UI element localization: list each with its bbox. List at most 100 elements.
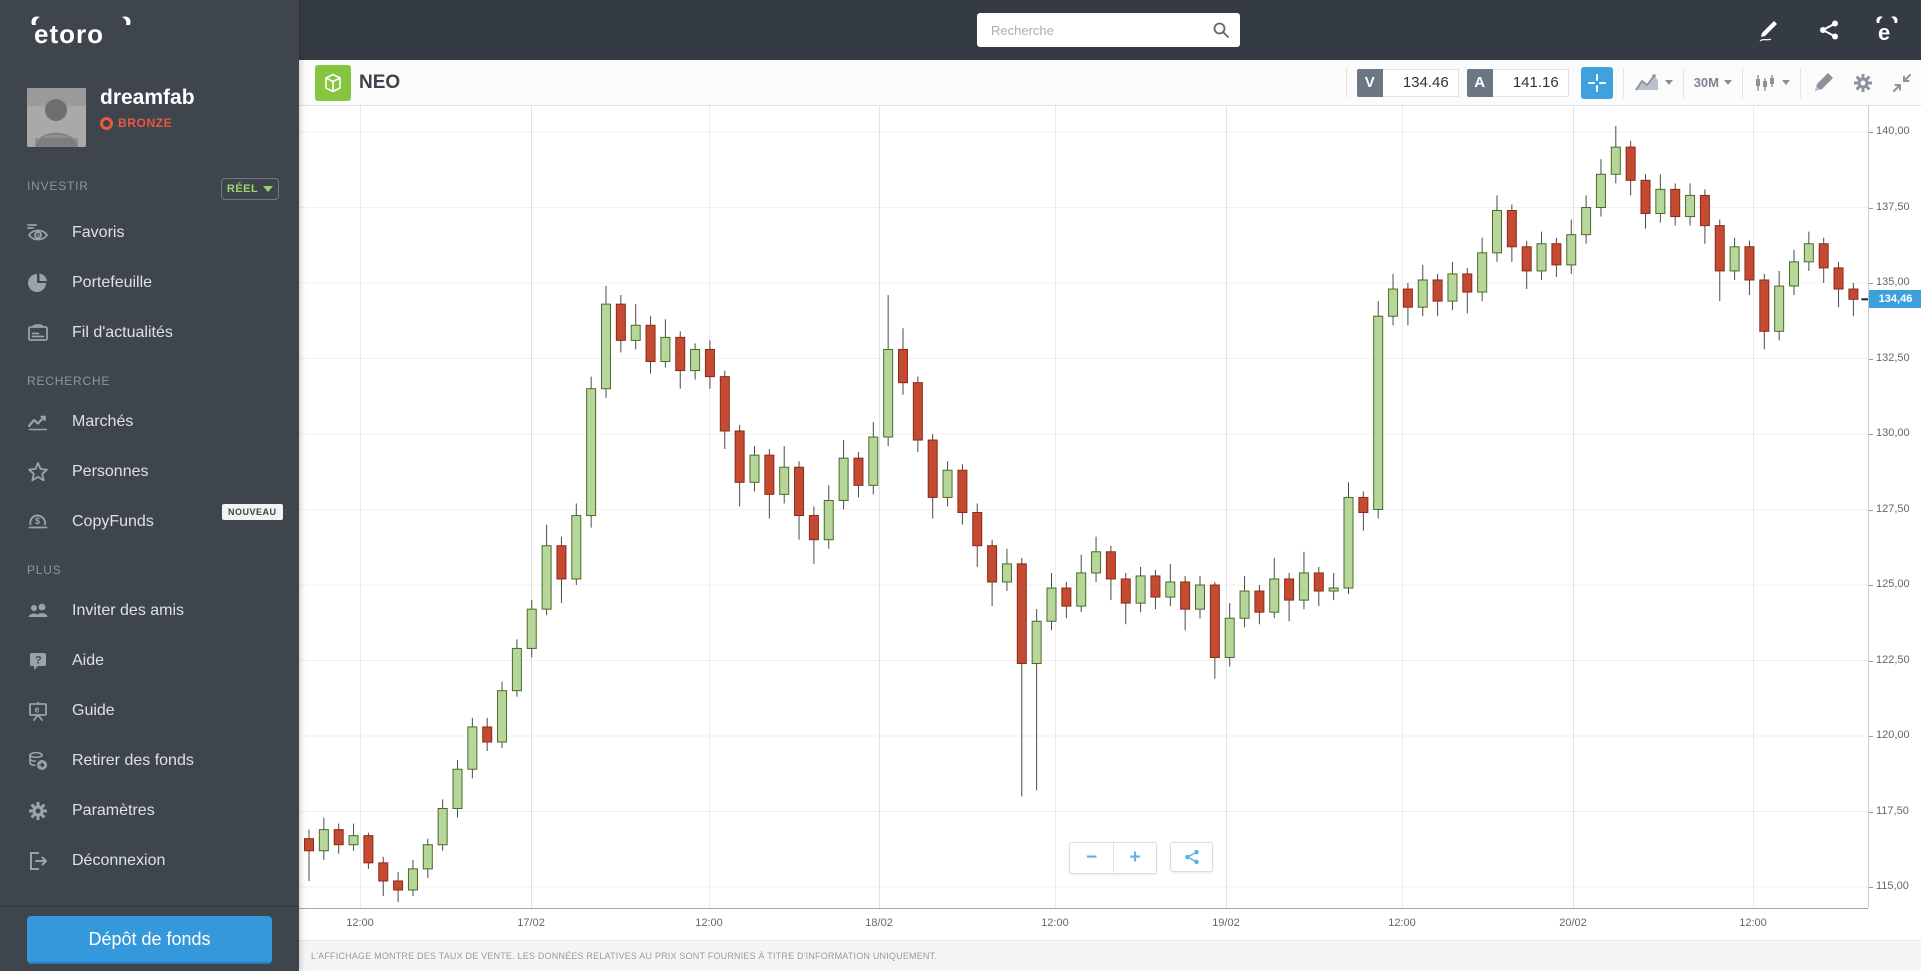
sidebar-item-marches[interactable]: Marchés <box>0 397 299 447</box>
logout-icon <box>26 849 50 873</box>
svg-text:e: e <box>1878 20 1890 45</box>
sidebar-item-label: Favoris <box>72 224 125 241</box>
section-plus: PLUS <box>27 563 62 577</box>
chart-toolbar: V 134.46 A 141.16 30M <box>1336 60 1913 105</box>
search-icon[interactable] <box>1212 21 1230 39</box>
chart-settings-gear-icon[interactable] <box>1851 71 1875 95</box>
sidebar-item-label: Inviter des amis <box>72 602 185 619</box>
section-recherche: RECHERCHE <box>27 374 111 388</box>
price-axis-label: 135,00 <box>1876 276 1910 288</box>
time-axis-label: 12:00 <box>1388 917 1416 929</box>
buy-button[interactable]: A <box>1466 68 1493 97</box>
topbar: e <box>299 0 1921 60</box>
sidebar-item-label: Paramètres <box>72 802 155 819</box>
candlestick-plot[interactable] <box>299 106 1868 908</box>
search-input[interactable] <box>991 22 1212 38</box>
sidebar-item-favoris[interactable]: Favoris <box>0 208 299 258</box>
divider <box>1800 67 1801 98</box>
avatar[interactable] <box>27 88 86 147</box>
sidebar-item-inviter[interactable]: Inviter des amis <box>0 586 299 636</box>
price-axis-label: 115,00 <box>1876 880 1909 892</box>
disclaimer-text: L'AFFICHAGE MONTRE DES TAUX DE VENTE. LE… <box>311 951 938 961</box>
svg-text:etoro: etoro <box>34 19 104 49</box>
buy-price: 141.16 <box>1492 68 1569 97</box>
price-axis-label: 127,50 <box>1876 502 1910 515</box>
price-axis-label: 122,50 <box>1876 653 1910 666</box>
svg-text:?: ? <box>35 655 42 667</box>
tier-badge: BRONZE <box>100 116 172 130</box>
time-axis-label: 12:00 <box>695 917 723 929</box>
search-box[interactable] <box>977 13 1240 47</box>
time-axis-label: 12:00 <box>1739 917 1767 929</box>
price-axis-label: 137,50 <box>1876 200 1910 213</box>
divider <box>1622 67 1624 98</box>
username[interactable]: dreamfab <box>100 86 195 109</box>
tier-label: BRONZE <box>118 116 173 130</box>
share-icon[interactable] <box>1811 12 1847 48</box>
account-mode-label: RÉEL <box>226 183 259 195</box>
star-icon <box>26 460 50 484</box>
pie-chart-icon <box>26 271 50 295</box>
price-axis-label: 140,00 <box>1876 125 1910 137</box>
sidebar-item-parametres[interactable]: Paramètres <box>0 786 299 836</box>
deposit-button[interactable]: Dépôt de fonds <box>27 916 272 964</box>
time-axis-label: 20/02 <box>1559 917 1587 929</box>
chart-header: NEO V 134.46 A 141.16 30M <box>299 60 1921 106</box>
collapse-chart-icon[interactable] <box>1891 72 1913 94</box>
divider <box>1742 67 1743 98</box>
sidebar-item-personnes[interactable]: Personnes <box>0 447 299 497</box>
bronze-ring-icon <box>100 116 113 130</box>
sidebar-item-label: Retirer des fonds <box>72 752 194 769</box>
etoro-bull-icon[interactable]: e <box>1869 12 1905 48</box>
indicators-dropdown[interactable] <box>1753 71 1790 95</box>
price-axis[interactable]: 140,00 137,50 135,00 132,50 130,00 127,50 125,… <box>1868 106 1921 908</box>
sidebar-item-label: Personnes <box>72 463 149 480</box>
chart-type-dropdown[interactable] <box>1634 72 1673 94</box>
sell-price-group[interactable]: V 134.46 <box>1356 68 1459 97</box>
price-axis-label: 125,00 <box>1876 578 1910 590</box>
sell-button[interactable]: V <box>1356 68 1383 97</box>
zoom-in-button[interactable]: + <box>1113 843 1156 873</box>
watchlist-eye-icon <box>26 221 50 245</box>
sidebar-item-deconnexion[interactable]: Déconnexion <box>0 836 299 886</box>
sidebar-item-aide[interactable]: ? Aide <box>0 636 299 686</box>
sidebar: etoro dreamfab BRONZE INVESTIR RÉEL Favo… <box>0 0 299 971</box>
guide-board-icon: e <box>26 699 50 723</box>
drawing-tool-button[interactable] <box>1811 71 1835 95</box>
price-axis-label: 117,50 <box>1876 804 1909 817</box>
nouveau-badge: NOUVEAU <box>222 504 283 520</box>
sidebar-item-portefeuille[interactable]: Portefeuille <box>0 258 299 308</box>
time-axis-label: 19/02 <box>1212 917 1240 929</box>
chevron-down-icon <box>263 186 274 192</box>
sidebar-item-label: Déconnexion <box>72 852 166 869</box>
timeframe-label: 30M <box>1693 75 1719 90</box>
time-axis-label: 12:00 <box>1041 917 1069 929</box>
sidebar-item-guide[interactable]: e Guide <box>0 686 299 736</box>
sidebar-footer: Dépôt de fonds <box>0 906 299 971</box>
zoom-out-button[interactable]: − <box>1070 843 1113 873</box>
account-mode-dropdown[interactable]: RÉEL <box>221 178 279 200</box>
sidebar-item-label: Portefeuille <box>72 274 153 291</box>
sell-price: 134.46 <box>1382 68 1459 97</box>
sidebar-item-label: Guide <box>72 702 115 719</box>
withdraw-coins-icon <box>26 749 50 773</box>
sidebar-item-retirer[interactable]: Retirer des fonds <box>0 736 299 786</box>
price-axis-label: 132,50 <box>1876 351 1910 364</box>
buy-price-group[interactable]: A 141.16 <box>1466 68 1569 97</box>
crosshair-tool-button[interactable] <box>1580 66 1613 99</box>
instrument-name: NEO <box>359 72 401 93</box>
etoro-logo[interactable]: etoro <box>26 13 156 51</box>
edit-pencil-icon[interactable] <box>1749 12 1785 48</box>
chart-area[interactable]: 140,00 137,50 135,00 132,50 130,00 127,50 125,… <box>299 106 1921 971</box>
trend-icon <box>26 410 50 434</box>
price-axis-label: 120,00 <box>1876 729 1910 741</box>
funds-icon: $ <box>26 510 50 534</box>
sidebar-item-fil-actualites[interactable]: Fil d'actualités <box>0 308 299 358</box>
time-axis[interactable]: 12:00 17/02 12:00 18/02 12:00 19/02 12:00 20/02… <box>299 908 1868 938</box>
sidebar-item-copyfunds[interactable]: $ CopyFunds NOUVEAU <box>0 497 299 547</box>
zoom-controls: − + <box>1069 842 1213 874</box>
timeframe-dropdown[interactable]: 30M <box>1694 75 1732 90</box>
time-axis-label: 18/02 <box>865 917 893 929</box>
svg-text:e: e <box>35 705 40 715</box>
share-chart-button[interactable] <box>1170 842 1213 872</box>
